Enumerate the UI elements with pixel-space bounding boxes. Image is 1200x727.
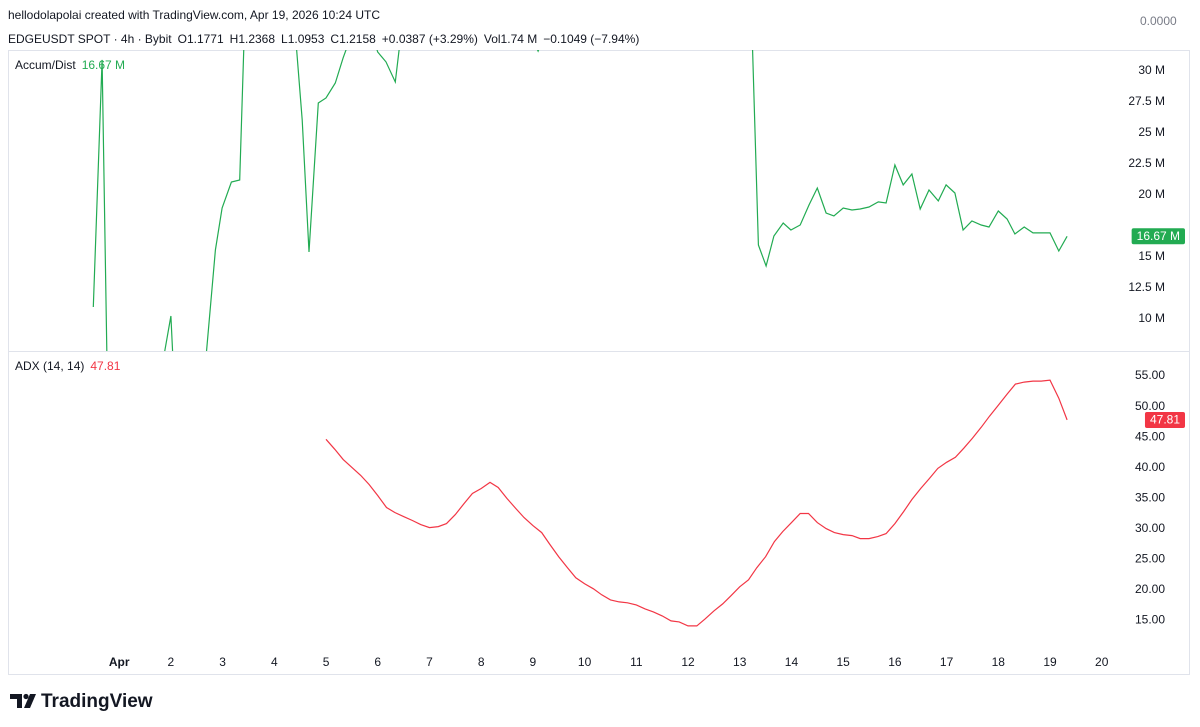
credit-text: hellodolapolai created with TradingView.… — [8, 8, 381, 22]
y-tick-label: 30 M — [1138, 63, 1165, 77]
plot-area — [92, 50, 1068, 351]
y-tick-label: 55.00 — [1135, 368, 1165, 382]
volume: Vol1.74 M — [483, 32, 538, 46]
x-tick-label: 3 — [219, 655, 226, 669]
series-line — [325, 379, 1068, 627]
y-tick-label: 12.5 M — [1128, 280, 1165, 294]
x-tick-label: 2 — [168, 655, 175, 669]
y-tick-label: 22.5 M — [1128, 156, 1165, 170]
x-tick-label: 9 — [530, 655, 537, 669]
x-tick-label: 7 — [426, 655, 433, 669]
x-tick-label: 10 — [578, 655, 592, 669]
footer-brand: TradingView — [41, 691, 153, 712]
legend-value: 47.81 — [90, 359, 120, 373]
y-tick-label: 15.00 — [1135, 612, 1165, 626]
y-tick-label: 20.00 — [1135, 582, 1165, 596]
y-tick-label: 10 M — [1138, 311, 1165, 325]
legend-name: ADX (14, 14) — [15, 359, 84, 373]
x-tick-label: 18 — [992, 655, 1006, 669]
ohlc-close: C1.2158 — [330, 32, 376, 46]
footer-logo — [10, 693, 36, 708]
y-tick-label: 30.00 — [1135, 521, 1165, 535]
symbol-line: EDGEUSDT SPOT · 4h · Bybit O1.1771 H1.23… — [8, 32, 639, 46]
x-tick-label: 6 — [374, 655, 381, 669]
x-tick-label: 11 — [630, 655, 643, 669]
volume-change: −0.1049 (−7.94%) — [543, 32, 640, 46]
legend-value: 16.67 M — [82, 58, 125, 72]
last-value-label: 16.67 M — [1137, 229, 1180, 243]
x-tick-label: 20 — [1095, 655, 1109, 669]
x-tick-label: 16 — [888, 655, 902, 669]
y-tick-label: 27.5 M — [1128, 94, 1165, 108]
y-tick-label: 15 M — [1138, 249, 1165, 263]
ohlc-high: H1.2368 — [229, 32, 276, 46]
y-tick-label: 25 M — [1138, 125, 1165, 139]
x-tick-label: 12 — [681, 655, 695, 669]
y-tick-label: 40.00 — [1135, 460, 1165, 474]
x-tick-label: 8 — [478, 655, 485, 669]
legend-name: Accum/Dist — [15, 58, 76, 72]
x-tick-label: 5 — [323, 655, 330, 669]
last-value-badge — [1144, 411, 1185, 428]
series-line — [92, 50, 1068, 351]
y-tick-label: 50.00 — [1135, 399, 1165, 413]
symbol: EDGEUSDT SPOT · 4h · Bybit — [8, 32, 172, 46]
x-tick-label: 13 — [733, 655, 747, 669]
last-value-label: 47.81 — [1150, 413, 1180, 427]
y-tick-label: 35.00 — [1135, 490, 1165, 504]
x-tick-label: 15 — [836, 655, 850, 669]
y-tick-label: 45.00 — [1135, 429, 1165, 443]
credit: hellodolapolai created with TradingView.… — [8, 8, 380, 22]
plot-area — [325, 379, 1068, 627]
ohlc-change: +0.0387 (+3.29%) — [381, 32, 478, 46]
x-tick-label: 19 — [1043, 655, 1057, 669]
x-tick-label: 14 — [785, 655, 799, 669]
pane-frame — [8, 50, 1190, 675]
last-value-badge — [1131, 228, 1185, 245]
x-tick-label: Apr — [109, 655, 130, 669]
x-tick-label: 17 — [940, 655, 954, 669]
ohlc-low: L1.0953 — [281, 32, 325, 46]
ohlc-open: O1.1771 — [177, 32, 224, 46]
y-tick-label: 25.00 — [1135, 551, 1165, 565]
y-tick-label: 20 M — [1138, 187, 1165, 201]
x-tick-label: 4 — [271, 655, 278, 669]
price-scale-top: 0.0000 — [1140, 14, 1177, 28]
